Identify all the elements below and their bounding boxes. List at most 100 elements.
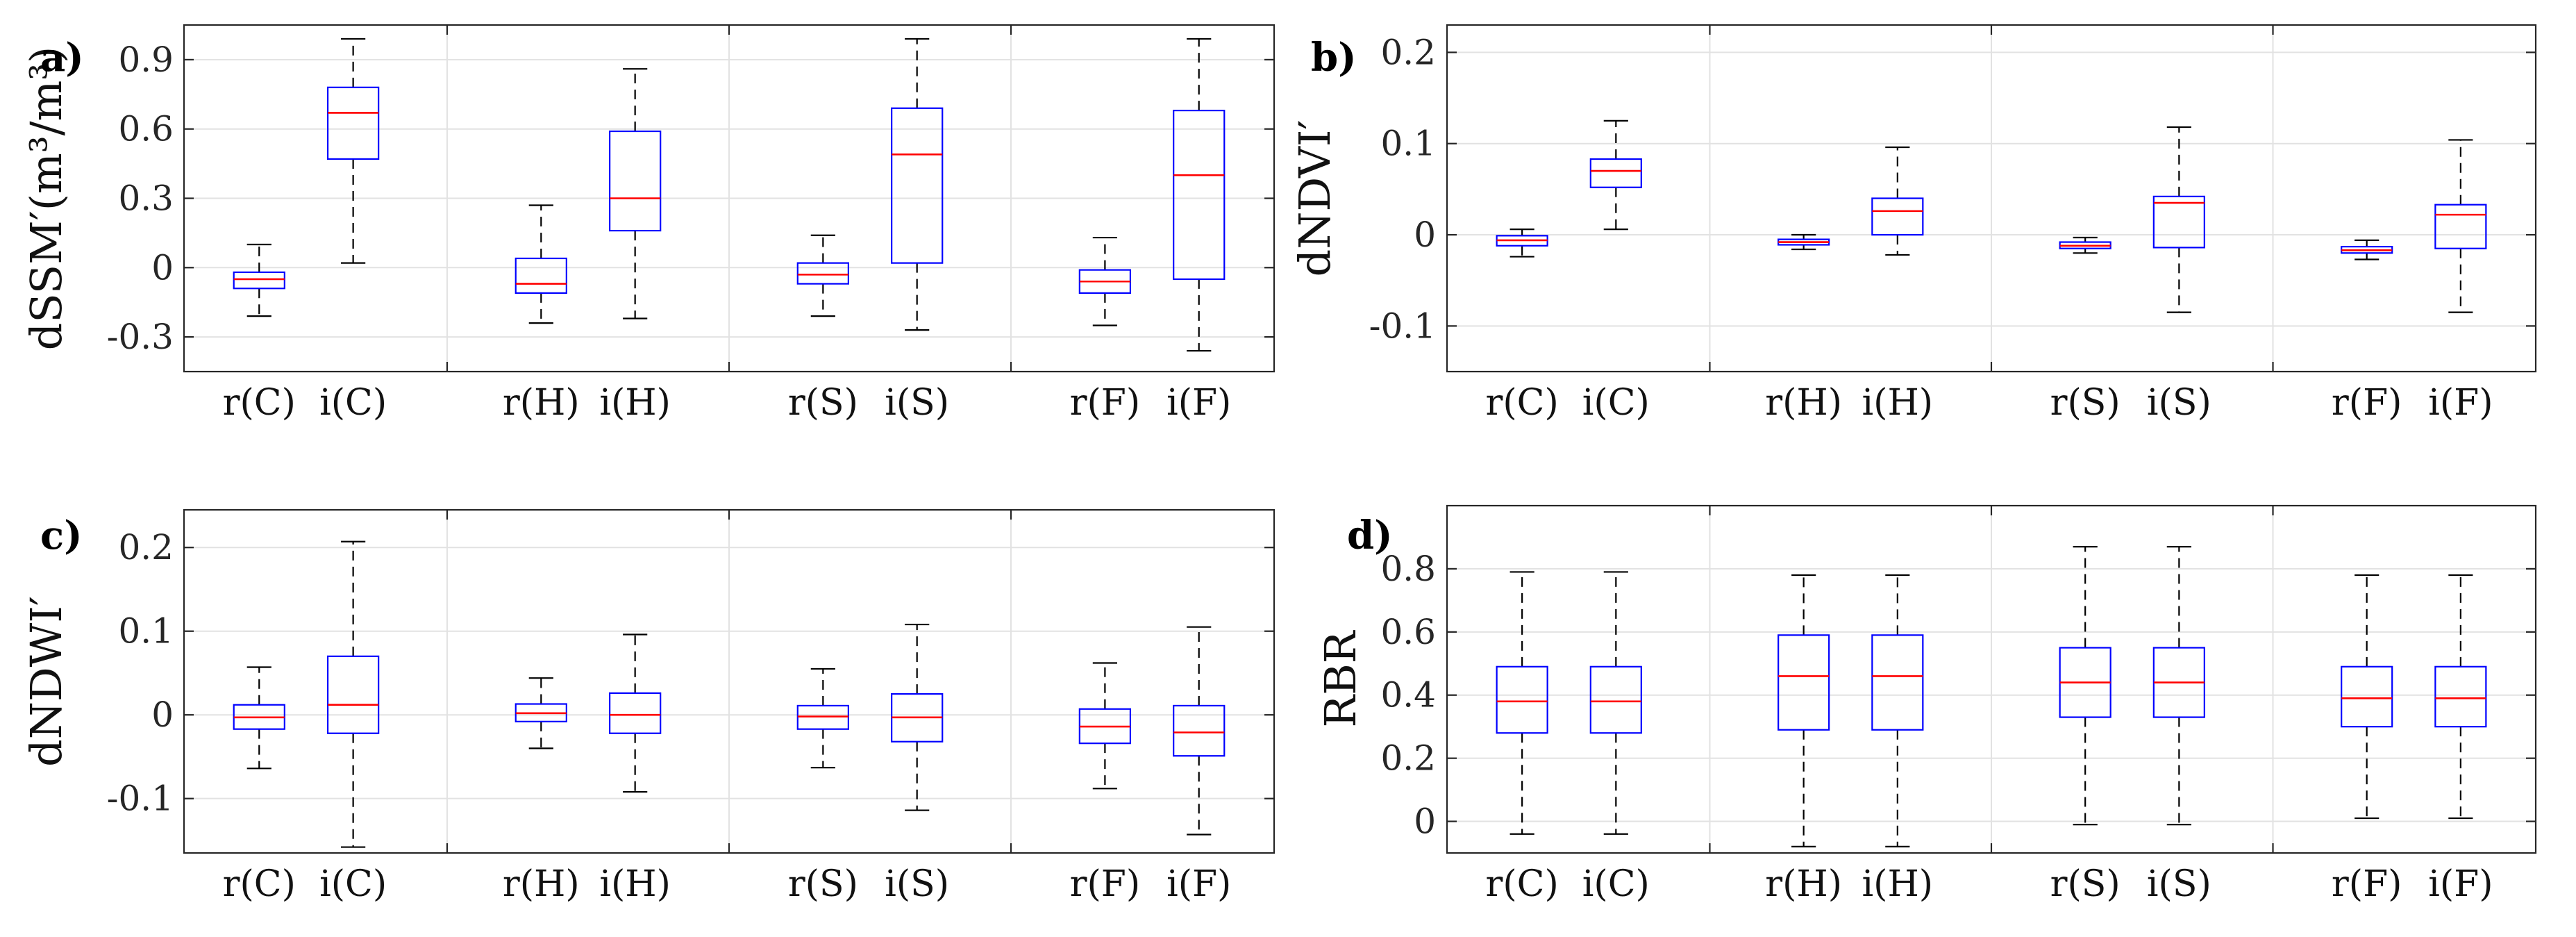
y-tick-label: 0.1 <box>118 611 174 652</box>
box-rs <box>796 667 849 769</box>
y-tick-label: 0.4 <box>1380 675 1436 715</box>
category-label: i(F) <box>2428 863 2493 905</box>
box-ic <box>1589 571 1642 835</box>
category-label: i(F) <box>2428 382 2493 424</box>
panel-letter: a) <box>40 35 84 81</box>
category-label: i(S) <box>2147 382 2211 424</box>
iqr-box <box>1871 197 1924 236</box>
panel-d: 0 0.2 0.4 0.6 0.8 r(C) i(C) r(H) i(H) r(S) i(S) r(F… <box>1315 504 2537 905</box>
box-rh <box>515 204 567 324</box>
box-ic <box>326 540 380 848</box>
iqr-box <box>515 257 567 294</box>
box-ih <box>1871 146 1924 256</box>
y-tick-label: 0 <box>1414 802 1436 842</box>
box-if <box>1173 38 1226 352</box>
category-label: r(C) <box>1486 382 1559 424</box>
iqr-box <box>1589 665 1642 734</box>
panel-letter: c) <box>40 513 83 558</box>
y-axis-label: dNDVI′ <box>1289 120 1340 277</box>
y-axis-label: RBR <box>1315 629 1366 727</box>
iqr-box <box>2341 665 2393 728</box>
box-ih <box>1871 574 1924 848</box>
box-rf <box>1078 662 1132 790</box>
box-rs <box>796 234 849 317</box>
category-label: i(H) <box>1862 382 1934 424</box>
iqr-box <box>1173 109 1226 281</box>
iqr-box <box>1496 665 1548 734</box>
category-label: r(S) <box>2050 382 2121 424</box>
box-rf <box>1078 236 1132 326</box>
iqr-box <box>2434 665 2487 728</box>
y-tick-label: 0.2 <box>118 527 174 567</box>
y-tick-label: 0.2 <box>1380 738 1436 779</box>
box-ih <box>609 68 662 320</box>
panel-a: -0.3 0 0.3 0.6 0.9 r(C) i(C) r(H) i(H) r(S) i(S) r(… <box>21 24 1276 424</box>
iqr-box <box>1871 634 1924 731</box>
box-rs <box>2059 236 2111 254</box>
iqr-box <box>2434 204 2487 249</box>
iqr-box <box>891 107 944 264</box>
panel-c: -0.1 0 0.1 0.2 r(C) i(C) r(H) i(H) r(S) i(S) r(F) i… <box>21 508 1276 905</box>
box-rh <box>515 677 567 749</box>
iqr-box <box>1589 158 1642 188</box>
category-label: i(H) <box>599 382 671 424</box>
category-label: i(C) <box>319 863 387 905</box>
box-ih <box>609 633 662 793</box>
y-tick-label: 0.6 <box>1380 612 1436 652</box>
category-label: r(H) <box>1765 382 1842 424</box>
category-label: r(F) <box>2332 382 2402 424</box>
y-tick-label: -0.3 <box>107 317 174 357</box>
iqr-box <box>609 130 662 232</box>
iqr-box <box>1173 704 1226 757</box>
y-tick-label: 0.8 <box>1380 549 1436 589</box>
category-label: i(S) <box>885 382 949 424</box>
category-label: i(C) <box>1582 863 1650 905</box>
box-is <box>891 623 944 811</box>
category-label: r(C) <box>1486 863 1559 905</box>
iqr-box <box>233 271 285 290</box>
category-label: r(F) <box>2332 863 2402 905</box>
category-label: r(H) <box>503 382 580 424</box>
category-label: r(S) <box>788 382 858 424</box>
category-label: i(S) <box>885 863 949 905</box>
box-rc <box>233 666 285 770</box>
category-label: r(S) <box>2050 863 2121 905</box>
y-axis-label: dNDWI′ <box>21 596 72 767</box>
y-tick-label: 0 <box>1414 215 1436 255</box>
category-label: r(F) <box>1070 382 1141 424</box>
category-label: r(S) <box>788 863 858 905</box>
panel-b: -0.1 0 0.1 0.2 r(C) i(C) r(H) i(H) r(S) i(S) r(F) i… <box>1289 24 2537 424</box>
y-tick-label: 0.6 <box>118 109 174 149</box>
category-label: i(H) <box>599 863 671 905</box>
y-tick-label: -0.1 <box>1369 306 1436 346</box>
box-ic <box>1589 119 1642 231</box>
category-label: i(F) <box>1166 382 1231 424</box>
y-tick-label: 0.3 <box>118 179 174 219</box>
y-tick-label: 0.2 <box>1380 32 1436 72</box>
category-label: r(F) <box>1070 863 1141 905</box>
category-label: i(C) <box>319 382 387 424</box>
box-is <box>2152 126 2205 313</box>
box-if <box>1173 626 1226 836</box>
box-rf <box>2341 574 2393 820</box>
y-axis-label: dSSM′(m³/m³) <box>21 47 72 351</box>
y-tick-label: 0.9 <box>118 40 174 80</box>
box-rh <box>1778 233 1830 251</box>
panel-letter: b) <box>1311 35 1357 81</box>
y-tick-label: 0 <box>151 695 174 735</box>
category-label: r(H) <box>1765 863 1842 905</box>
y-tick-label: 0.1 <box>1380 124 1436 164</box>
box-rf <box>2341 239 2393 260</box>
box-ic <box>326 38 380 264</box>
y-tick-label: -0.1 <box>107 779 174 819</box>
iqr-box <box>326 86 380 160</box>
panel-letter: d) <box>1347 513 1393 558</box>
category-label: i(C) <box>1582 382 1650 424</box>
category-label: i(H) <box>1862 863 1934 905</box>
iqr-box <box>326 655 380 734</box>
box-rh <box>1778 574 1830 848</box>
category-label: r(C) <box>223 863 296 905</box>
box-if <box>2434 574 2487 820</box>
